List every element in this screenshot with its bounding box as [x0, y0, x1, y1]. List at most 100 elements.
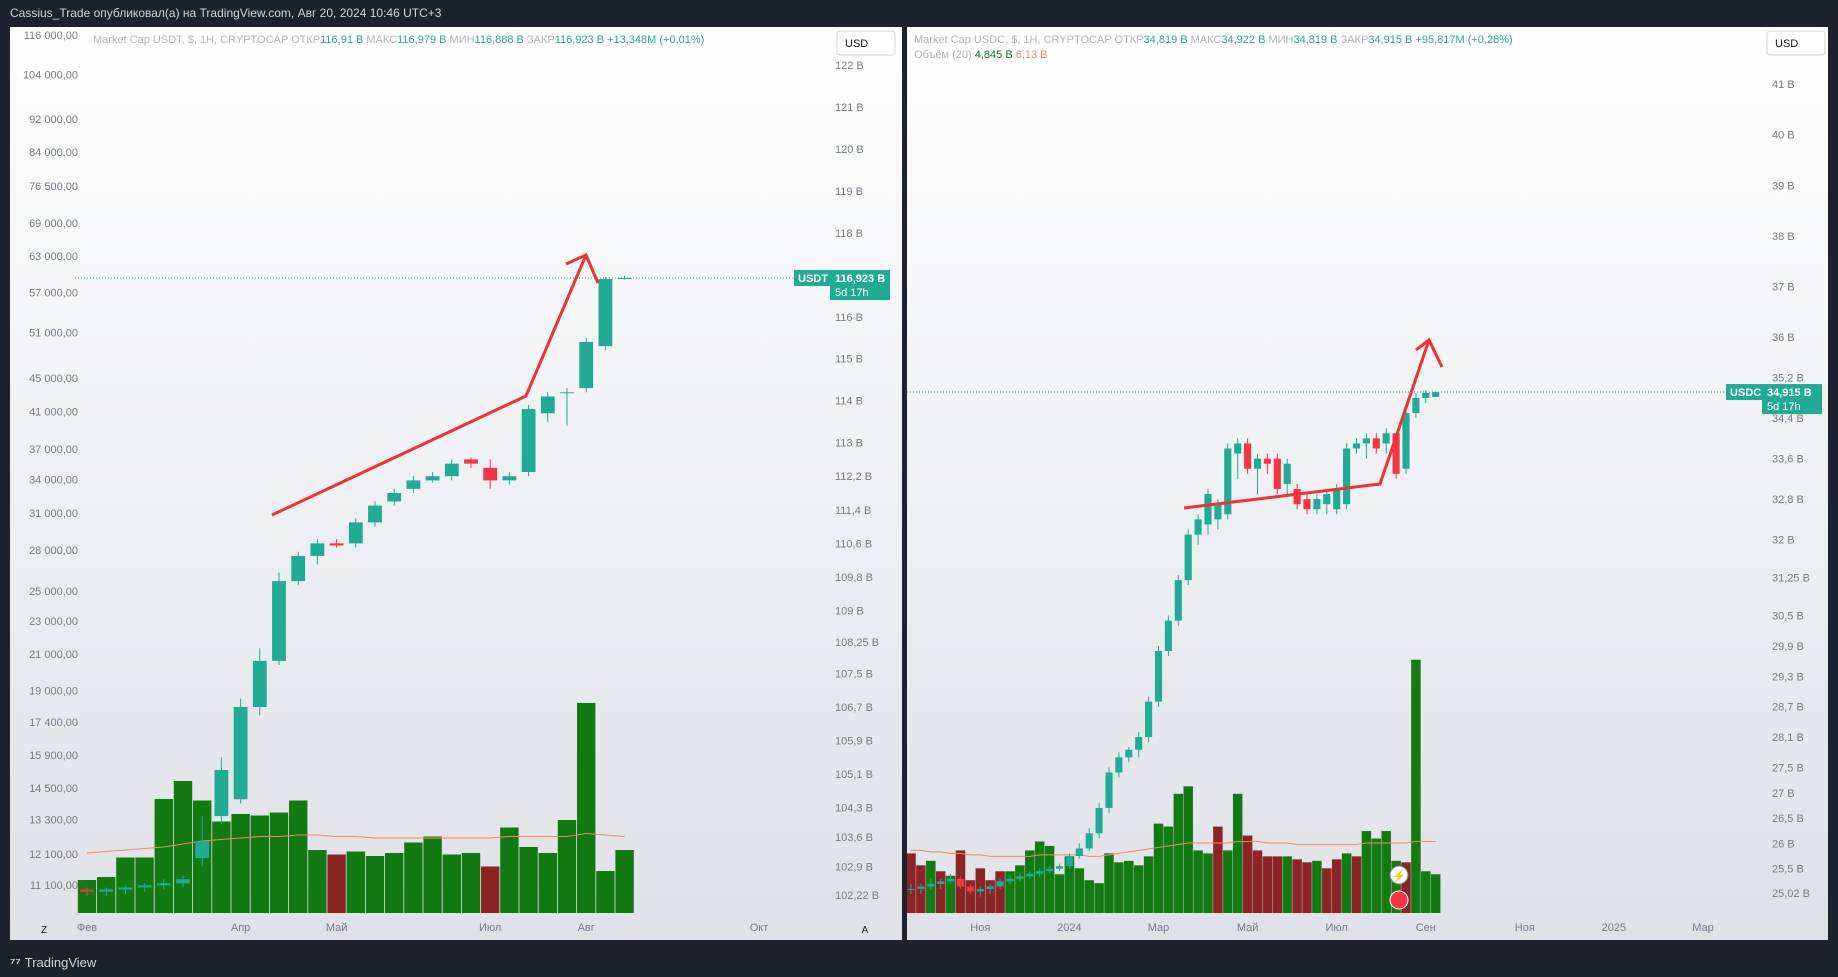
legend-open-label: ОТКР [1115, 34, 1144, 46]
currency-button[interactable] [1766, 30, 1826, 56]
y-axis-tick-label: 116 B [835, 312, 863, 324]
y-axis-left-tick-label: 21 000,00 [29, 649, 78, 661]
candle-body [956, 878, 965, 887]
volume-bar [1351, 856, 1362, 913]
volume-bar [1153, 823, 1164, 913]
volume-bar [442, 854, 462, 913]
price-badge-timer: 5d 17h [835, 287, 869, 299]
footer-brand: TradingView [24, 955, 97, 970]
volume-bar [1391, 860, 1401, 913]
x-axis-tick-label: Апр [231, 922, 250, 934]
volume-bar [1044, 845, 1055, 913]
candle-body [617, 278, 632, 280]
candle-body [1095, 807, 1103, 834]
y-axis-tick-label: 110,6 B [835, 538, 872, 550]
x-axis-tick-label: Июл [479, 922, 501, 934]
candle-body [1174, 580, 1182, 621]
volume-bar [1252, 850, 1263, 913]
volume-bar [1054, 874, 1065, 913]
candle-body [1432, 392, 1440, 397]
price-badge-value-box [1762, 384, 1822, 415]
volume-bar [985, 880, 995, 913]
volume-bar [1302, 862, 1312, 913]
price-badge-symbol: USDC [1730, 387, 1761, 399]
trend-arrow-annotation [271, 254, 588, 517]
candle-body [1204, 494, 1212, 525]
candle-body [137, 885, 152, 888]
volume-legend: Объём (20) 4,845 B 6,13 B [914, 49, 1048, 61]
y-axis-tick-label: 37 B [1772, 282, 1795, 294]
y-axis-tick-label: 104,3 B [835, 803, 873, 815]
legend-low-value: 116,888 B [475, 34, 527, 46]
y-axis-tick-label: 115 B [835, 354, 863, 366]
lightning-event-glyph: ⚡ [1392, 869, 1407, 883]
candle-body [1382, 433, 1390, 444]
candle-body [1392, 433, 1400, 474]
candle-body [947, 878, 955, 882]
usdc-chart-panel[interactable]: Market Cap USDC, $, 1H, CRYPTOCAP ОТКР34… [907, 27, 1828, 940]
volume-bar [1223, 850, 1233, 913]
y-axis-tick-label: 31,25 B [1772, 573, 1810, 585]
y-axis-tick-label: 30,5 B [1772, 611, 1804, 623]
x-axis-tick-label: Май [1237, 922, 1259, 934]
y-axis-left-tick-label: 116 000,00 [24, 30, 78, 42]
candle-body [272, 581, 286, 661]
usdt-chart[interactable]: Market Cap USDT, $, 1H, CRYPTOCAP ОТКР11… [10, 27, 902, 940]
candle-body [1244, 443, 1252, 469]
volume-bar [1133, 865, 1144, 913]
candle-body [1214, 504, 1222, 520]
y-axis-left-tick-label: 31 000,00 [29, 508, 78, 520]
lightning-event-icon [1389, 865, 1409, 885]
usdc-chart[interactable]: Market Cap USDC, $, 1H, CRYPTOCAP ОТКР34… [907, 27, 1828, 940]
price-badge-value: 116,923 B [835, 273, 885, 285]
volume-bar [500, 827, 519, 913]
candle-body [1412, 397, 1420, 414]
candle-body [1135, 737, 1143, 750]
publisher-header: Cassius_Trade опубликовал(а) на TradingV… [10, 6, 442, 20]
legend-low-label: МИН [450, 34, 475, 46]
price-badge-symbol-box [794, 270, 830, 287]
candle-body [1194, 519, 1202, 535]
y-axis-left-tick-label: 57 000,00 [29, 287, 78, 299]
y-axis-tick-label: 27 B [1772, 788, 1795, 800]
candle-body [1164, 620, 1172, 652]
legend-low-value: 34,819 B [1293, 34, 1340, 46]
usdt-chart-panel[interactable]: Market Cap USDT, $, 1H, CRYPTOCAP ОТКР11… [10, 27, 902, 940]
candle-body [986, 886, 994, 889]
y-axis-left-tick-label: 13 300,00 [29, 815, 78, 827]
price-badge-value-box [830, 270, 890, 301]
candle-body [1184, 534, 1192, 581]
volume-bar [1074, 868, 1085, 913]
x-axis-tick-label: Окт [750, 922, 769, 934]
y-axis-tick-label: 29,9 B [1772, 641, 1804, 653]
y-axis-left-tick-label: 92 000,00 [29, 114, 78, 126]
candle-body [1145, 701, 1153, 738]
x-axis-tick-label: 2024 [1057, 922, 1081, 934]
y-axis-tick-label: 102,9 B [835, 861, 873, 873]
volume-bar [1430, 874, 1441, 913]
currency-button[interactable] [836, 30, 896, 56]
candle-body [560, 392, 574, 394]
volume-bar [1094, 883, 1104, 913]
volume-bar [1034, 841, 1045, 913]
volume-bar [327, 854, 346, 913]
candle-body [1293, 489, 1301, 505]
candle-body [1026, 873, 1034, 877]
y-axis-left-tick-label: 15 900,00 [29, 750, 78, 762]
price-badge-symbol-box [1726, 384, 1762, 401]
candle-body [1224, 448, 1232, 515]
candle-body [1065, 856, 1073, 867]
volume-bar [1084, 880, 1094, 913]
volume-bar [480, 866, 500, 913]
legend-open-value: 116,91 B [320, 34, 366, 46]
volume-bar [557, 820, 577, 913]
x-axis-tick-label: Мар [1692, 922, 1714, 934]
y-axis-tick-label: 120 B [835, 144, 864, 156]
y-axis-left-tick-label: 12 100,00 [29, 849, 78, 861]
volume-ma-legend-value: 6,13 B [1016, 49, 1048, 61]
y-axis-left-tick-label: 41 000,00 [29, 407, 78, 419]
volume-bar [288, 800, 308, 913]
y-axis-tick-label: 35,2 B [1772, 373, 1804, 385]
candle-body [348, 522, 363, 544]
candle-body [1234, 443, 1242, 454]
